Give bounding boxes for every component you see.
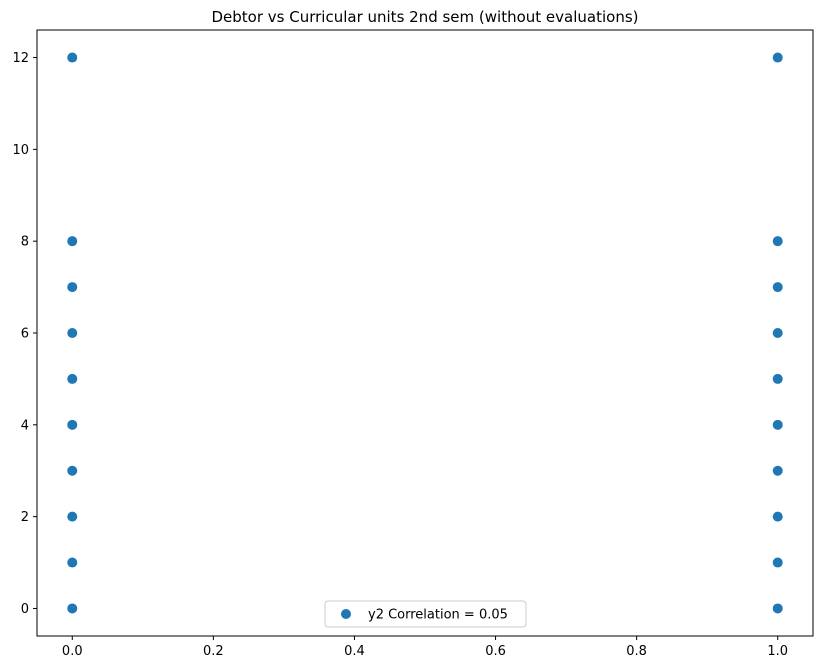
data-point	[772, 328, 783, 338]
data-point	[67, 328, 78, 338]
legend: y2 Correlation = 0.05	[324, 600, 527, 628]
x-tick-label: 0.4	[344, 644, 365, 659]
chart-title: Debtor vs Curricular units 2nd sem (with…	[211, 8, 638, 26]
legend-label: y2 Correlation = 0.05	[368, 608, 508, 623]
data-points	[67, 52, 783, 614]
x-tick-label: 1.0	[767, 644, 788, 659]
data-point	[67, 373, 78, 384]
y-tick-label: 4	[21, 418, 29, 433]
data-point	[67, 52, 78, 63]
data-point	[772, 52, 783, 63]
legend-box	[324, 600, 527, 628]
data-point	[772, 373, 783, 384]
x-tick-label: 0.0	[62, 644, 83, 659]
plot-area-frame	[36, 29, 814, 637]
data-point	[772, 419, 783, 430]
y-tick-label: 2	[21, 510, 29, 525]
data-point	[67, 465, 78, 476]
data-point	[67, 557, 78, 568]
data-point	[67, 282, 78, 293]
y-tick-label: 10	[12, 143, 29, 158]
y-tick-label: 6	[21, 327, 29, 342]
y-tick-label: 12	[12, 51, 29, 66]
data-point	[67, 603, 78, 614]
y-tick-label: 0	[21, 602, 29, 617]
x-axis: 0.0 0.2 0.4 0.6 0.8 1.0	[62, 636, 788, 659]
data-point	[772, 557, 783, 568]
data-point	[67, 236, 78, 247]
y-axis: 0 2 4 6 8 10 12	[12, 51, 37, 617]
y-tick-label: 8	[21, 235, 29, 250]
data-point	[67, 419, 78, 430]
x-tick-label: 0.8	[626, 644, 647, 659]
data-point	[772, 603, 783, 614]
legend-marker	[341, 609, 351, 619]
x-tick-label: 0.2	[203, 644, 224, 659]
x-tick-label: 0.6	[485, 644, 506, 659]
data-point	[772, 465, 783, 476]
data-point	[772, 236, 783, 247]
data-point	[772, 511, 783, 522]
data-point	[67, 511, 78, 522]
data-point	[772, 282, 783, 293]
